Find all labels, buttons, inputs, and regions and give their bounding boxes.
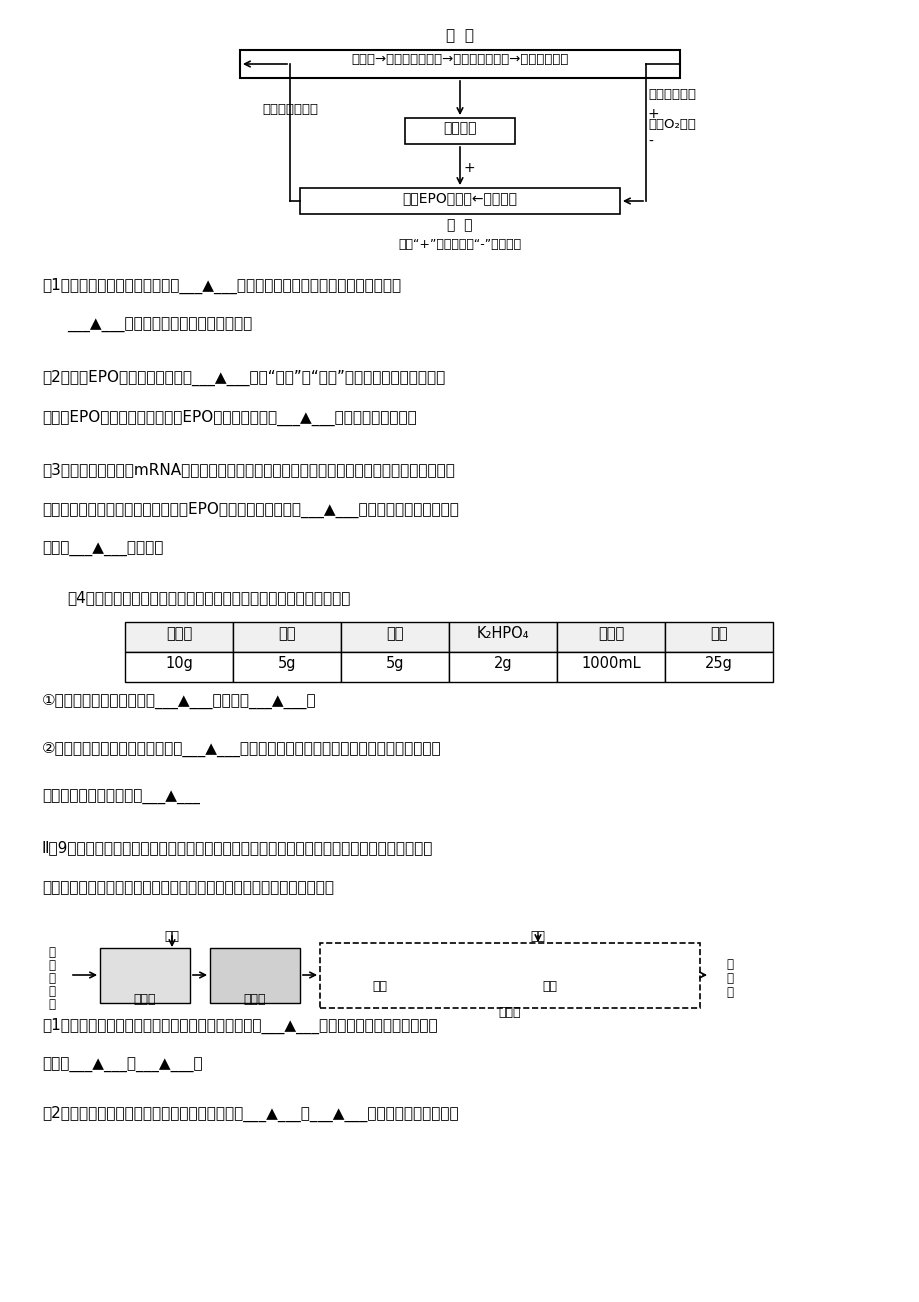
- Text: 25g: 25g: [704, 656, 732, 671]
- Bar: [664, 622, 772, 652]
- Text: 蒸馏水: 蒸馏水: [597, 626, 623, 641]
- Text: 体的正常细胞中，就能形成一个局部EPO制造基地，这是一种___▲___技术。在基因操作中，腺: 体的正常细胞中，就能形成一个局部EPO制造基地，这是一种___▲___技术。在基…: [42, 503, 459, 518]
- Bar: [125, 622, 233, 652]
- Text: ①该小组的实验能否成功？___▲___，原因是___▲___。: ①该小组的实验能否成功？___▲___，原因是___▲___。: [42, 694, 316, 710]
- Bar: [556, 652, 664, 682]
- Text: 乳糖: 乳糖: [278, 626, 295, 641]
- Text: 场: 场: [49, 973, 55, 986]
- Text: 1000mL: 1000mL: [581, 656, 641, 671]
- Text: 口: 口: [726, 986, 732, 999]
- Bar: [448, 622, 556, 652]
- Bar: [664, 652, 772, 682]
- Bar: [341, 622, 448, 652]
- Bar: [233, 652, 341, 682]
- Text: 2g: 2g: [494, 656, 512, 671]
- Text: 产生EPO的细胞←氧感受器: 产生EPO的细胞←氧感受器: [403, 191, 517, 204]
- Text: 注：“+”表示促进，“-”表示抑制: 注：“+”表示促进，“-”表示抑制: [398, 238, 521, 251]
- Text: （1）废水流入厌氧池前要经过稀释处理，目的是防止___▲___；输入氧化塘水域生态系统的: （1）废水流入厌氧池前要经过稀释处理，目的是防止___▲___；输入氧化塘水域生…: [42, 1018, 437, 1034]
- Bar: [448, 652, 556, 682]
- Text: 琼脂: 琼脂: [709, 626, 727, 641]
- Text: -: -: [647, 135, 652, 148]
- Text: 病毒起___▲___的作用。: 病毒起___▲___的作用。: [42, 542, 164, 557]
- Text: K₂HPO₄: K₂HPO₄: [476, 626, 528, 641]
- Text: 肾  脏: 肾 脏: [447, 217, 472, 232]
- Text: 含量，则必须向其中加入___▲___: 含量，则必须向其中加入___▲___: [42, 790, 199, 805]
- Bar: [210, 948, 300, 1003]
- Text: +: +: [463, 161, 475, 174]
- Text: ___▲___增强，为运动提供充足的能量。: ___▲___增强，为运动提供充足的能量。: [67, 318, 252, 333]
- Text: +: +: [647, 107, 659, 121]
- Bar: [100, 948, 190, 1003]
- Text: 能量有___▲___、___▲___。: 能量有___▲___、___▲___。: [42, 1059, 202, 1073]
- Text: 促红细胞生成素: 促红细胞生成素: [262, 103, 318, 116]
- Bar: [300, 187, 619, 214]
- Text: 蛋白肨: 蛋白肨: [165, 626, 192, 641]
- Text: 水: 水: [49, 999, 55, 1010]
- Text: 红细胞的数量: 红细胞的数量: [647, 89, 696, 102]
- Text: Ⅱ（9分）某奶牛场每天都排放含有粪便、饶料残渣的废水，如果不处理将会严重污染环境及影响: Ⅱ（9分）某奶牛场每天都排放含有粪便、饶料残渣的废水，如果不处理将会严重污染环境…: [42, 840, 433, 855]
- Text: 空气: 空气: [530, 930, 545, 943]
- Text: （1）促红细胞生成素的靶细胞是___▲___，红细胞数量增多有利于机体组织细胞的: （1）促红细胞生成素的靶细胞是___▲___，红细胞数量增多有利于机体组织细胞的: [42, 279, 401, 294]
- Text: 稀释池: 稀释池: [133, 993, 156, 1006]
- Bar: [341, 652, 448, 682]
- Text: 10g: 10g: [165, 656, 193, 671]
- Bar: [125, 652, 233, 682]
- Text: 废: 废: [49, 986, 55, 999]
- Text: 溪水: 溪水: [165, 930, 179, 943]
- Text: （4）某研究性学习小组准备对腺病毒进行培养，设计的培养基如下表: （4）某研究性学习小组准备对腺病毒进行培养，设计的培养基如下表: [67, 590, 350, 605]
- Text: 水: 水: [726, 973, 732, 986]
- Text: 牛: 牛: [49, 960, 55, 973]
- Text: 厌氧池: 厌氧池: [244, 993, 266, 1006]
- Text: 前部: 前部: [372, 980, 387, 993]
- Text: （3）从肾脏细胞提取mRNA，通过反转录法获得目的基因，制成基因兴奋剂，由腺病毒导入到人: （3）从肾脏细胞提取mRNA，通过反转录法获得目的基因，制成基因兴奋剂，由腺病毒…: [42, 462, 454, 477]
- Text: 蔗糖: 蔗糖: [386, 626, 403, 641]
- Text: 机体缺氧: 机体缺氧: [443, 121, 476, 135]
- Text: 血液O₂分压: 血液O₂分压: [647, 118, 695, 132]
- Text: 周边人、畜的饮水安全等。下图是该奶牛场废水处理的流程图，请回答：: 周边人、畜的饮水安全等。下图是该奶牛场废水处理的流程图，请回答：: [42, 880, 334, 894]
- Bar: [556, 622, 664, 652]
- Text: ②从物理性质来看，上述培养基为___▲___培养基。若用上述培养基检测自来水中大肠杆菌的: ②从物理性质来看，上述培养基为___▲___培养基。若用上述培养基检测自来水中大…: [42, 742, 441, 758]
- Text: 出: 出: [726, 958, 732, 971]
- Text: 骨  髓: 骨 髓: [446, 29, 473, 43]
- Bar: [240, 49, 679, 78]
- Text: 5g: 5g: [385, 656, 403, 671]
- Text: 干细胞→早期红系祖细胞→晩期红系祖细胞→红系前体细胞: 干细胞→早期红系祖细胞→晩期红系祖细胞→红系前体细胞: [351, 53, 568, 66]
- Text: 奶: 奶: [49, 947, 55, 960]
- Text: 氧化塘: 氧化塘: [498, 1006, 521, 1019]
- Text: （2）使用EPO的有效方法应该是___▲___（填“注射”或“口服”），用该方法可能刺激人: （2）使用EPO的有效方法应该是___▲___（填“注射”或“口服”），用该方法…: [42, 370, 445, 387]
- Bar: [233, 622, 341, 652]
- Text: 5g: 5g: [278, 656, 296, 671]
- Text: （2）废水中的有机物被微生物分解，分解方式是___▲___、___▲___。磷酸根离子被植物细: （2）废水中的有机物被微生物分解，分解方式是___▲___、___▲___。磷酸…: [42, 1105, 459, 1122]
- Bar: [404, 118, 515, 145]
- Bar: [320, 943, 699, 1008]
- Text: 后部: 后部: [542, 980, 557, 993]
- Text: 体产生EPO抗体，与自身产生的EPO发生反应，造成___▲___（免疫异常疾病）。: 体产生EPO抗体，与自身产生的EPO发生反应，造成___▲___（免疫异常疾病）…: [42, 410, 416, 426]
